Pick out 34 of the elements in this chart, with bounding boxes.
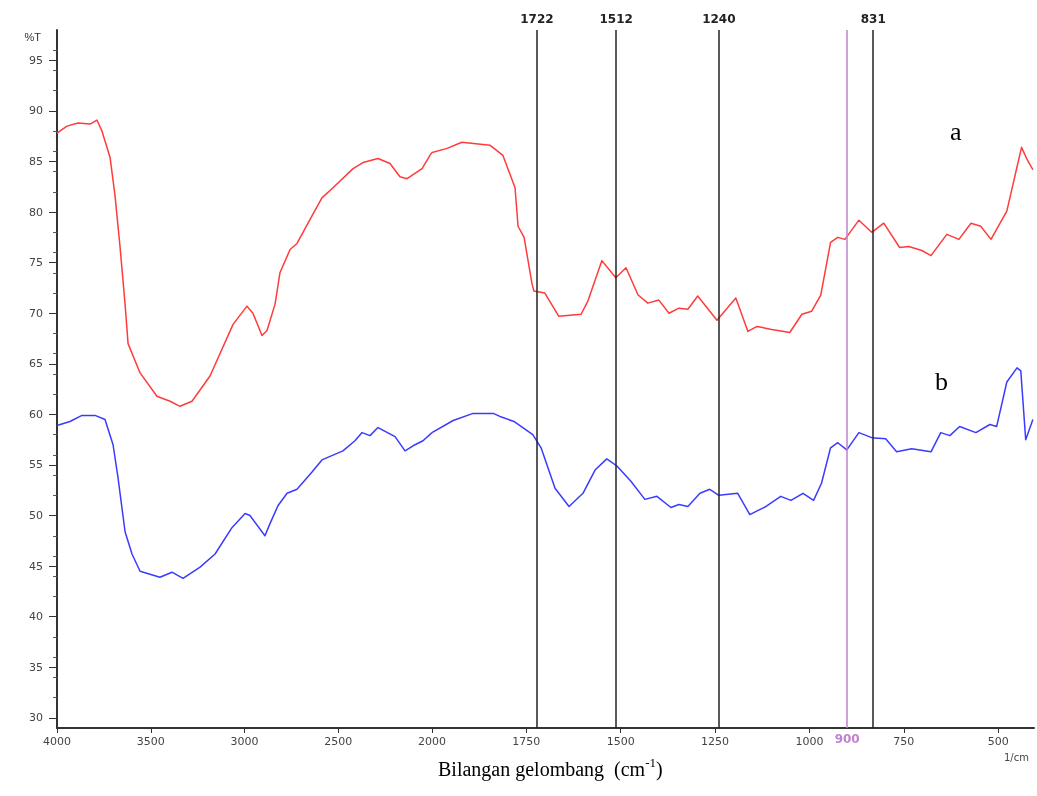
- y-tick-label: 45: [29, 559, 43, 573]
- x-tick-label: 1000: [795, 735, 824, 748]
- y-tick-label: 70: [29, 306, 43, 320]
- y-tick-label: 75: [29, 256, 43, 270]
- x-tick-label: 1500: [606, 735, 635, 748]
- y-tick-label: 40: [29, 610, 43, 624]
- x-tick-label: 1750: [512, 735, 541, 748]
- y-tick-label: 65: [29, 357, 43, 371]
- y-tick-label: 90: [29, 104, 43, 118]
- y-tick-label: 55: [29, 458, 43, 472]
- series-label: b: [935, 366, 948, 396]
- ref-line-label: 831: [860, 12, 886, 26]
- y-tick-label: 95: [29, 53, 43, 67]
- x-tick-label: 2000: [418, 735, 446, 748]
- ref-line-label: 1240: [702, 12, 736, 26]
- x-tick-label: 1250: [701, 735, 730, 748]
- y-tick-label: 85: [29, 155, 43, 169]
- y-tick-label: 50: [29, 509, 43, 523]
- y-tick-label: 35: [29, 660, 43, 674]
- x-tick-label: 4000: [43, 735, 71, 748]
- text: 1/cm: [1004, 751, 1029, 763]
- ref-line-label: 900: [834, 732, 860, 746]
- y-axis-title: %T: [24, 30, 42, 43]
- ref-line-label: 1722: [520, 12, 554, 26]
- text: a: [950, 116, 962, 146]
- x-tick-label: 2500: [324, 735, 353, 748]
- y-tick-label: 80: [29, 205, 43, 219]
- x-tick-label: 750: [893, 735, 915, 748]
- ref-line-label: 1512: [599, 12, 633, 26]
- y-tick-label: 60: [29, 407, 43, 421]
- y-tick-label: 30: [29, 711, 43, 725]
- x-tick-label: 3500: [136, 735, 165, 748]
- x-tick-label: 3000: [230, 735, 259, 748]
- x-tick-label: 500: [987, 735, 1009, 748]
